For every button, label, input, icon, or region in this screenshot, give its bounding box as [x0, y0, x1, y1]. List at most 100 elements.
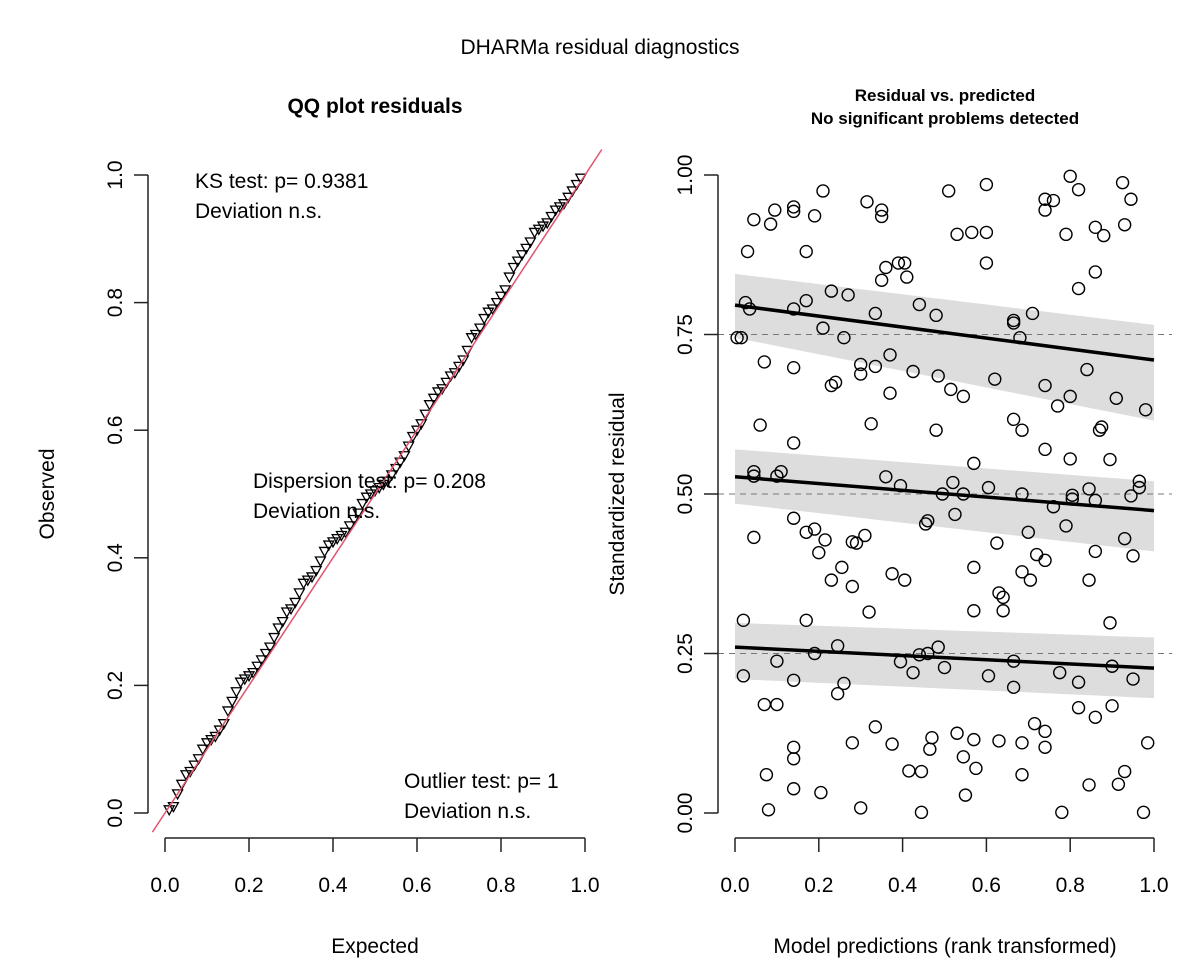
- residual-point: [818, 533, 832, 547]
- qq-x-tick-label: 0.0: [150, 874, 179, 897]
- residual-plot-title: Residual vs. predicted: [855, 86, 1035, 105]
- residual-point: [1046, 500, 1061, 514]
- qq-point: [268, 632, 281, 644]
- residual-point: [1015, 736, 1029, 750]
- qq-x-tick-label: 0.2: [234, 874, 263, 897]
- qq-point: [457, 355, 470, 367]
- residual-point: [981, 480, 996, 495]
- qq-point: [209, 731, 222, 743]
- qq-point: [406, 431, 419, 443]
- residual-point: [1015, 423, 1029, 437]
- qq-point: [385, 470, 398, 482]
- residual-point: [812, 545, 826, 560]
- qq-point: [326, 537, 340, 549]
- residual-point: [979, 225, 994, 240]
- residual-point: [845, 579, 860, 594]
- qq-point: [448, 368, 461, 380]
- qq-point: [318, 546, 331, 558]
- residual-point: [770, 654, 784, 668]
- qq-x-tick-label: 0.4: [318, 874, 348, 897]
- qq-point: [343, 521, 356, 533]
- residual-points-group: [730, 169, 1155, 820]
- qq-point: [545, 211, 558, 223]
- residual-point: [1027, 716, 1042, 731]
- qq-points-group: [163, 173, 587, 817]
- residual-point: [1038, 378, 1052, 393]
- residual-point: [1006, 412, 1021, 427]
- qq-point: [251, 661, 264, 673]
- residual-x-tick-label: 0.8: [1056, 874, 1085, 897]
- residual-point: [956, 389, 971, 404]
- residual-point: [1088, 544, 1103, 559]
- qq-point: [415, 419, 428, 431]
- residual-point: [1117, 531, 1132, 546]
- qq-point: [431, 387, 445, 399]
- residual-point: [879, 260, 893, 275]
- residual-point: [1105, 659, 1119, 673]
- residual-point: [786, 673, 801, 687]
- residual-point: [969, 761, 983, 776]
- qq-point: [490, 297, 503, 309]
- residual-point: [774, 464, 788, 479]
- qq-plot-panel: QQ plot residuals 0.00.20.40.60.81.00.0 0…: [36, 95, 603, 958]
- qq-x-tick-label: 0.8: [486, 874, 515, 897]
- residual-point: [1015, 565, 1029, 579]
- qq-y-tick-label: 0.6: [104, 416, 127, 445]
- residual-point: [841, 288, 855, 302]
- qq-point: [284, 604, 298, 616]
- residual-point: [988, 372, 1002, 386]
- residual-vs-predicted-panel: Residual vs. predicted No significant pr…: [606, 86, 1172, 958]
- residual-point: [730, 330, 744, 345]
- residual-point: [967, 456, 981, 471]
- qq-point: [280, 607, 293, 619]
- residual-point: [874, 273, 889, 287]
- residual-point: [921, 514, 935, 528]
- qq-point: [410, 425, 424, 437]
- qq-point: [536, 221, 550, 233]
- residual-point: [1013, 330, 1027, 345]
- residual-point: [1071, 675, 1086, 689]
- qq-point: [499, 285, 512, 297]
- outlier-test-annotation: Outlier test: p= 1: [404, 770, 559, 793]
- residual-point: [1015, 487, 1029, 501]
- residual-point: [807, 522, 822, 536]
- qq-point: [356, 498, 369, 510]
- residual-point: [914, 764, 929, 779]
- residual-point: [883, 348, 897, 362]
- residual-point: [868, 720, 883, 734]
- residual-point: [958, 788, 973, 802]
- residual-point: [1097, 228, 1111, 243]
- qq-point: [381, 476, 394, 488]
- residual-point: [1103, 452, 1117, 467]
- residual-point: [1117, 218, 1132, 232]
- residual-point: [874, 203, 889, 217]
- residual-point: [946, 475, 960, 490]
- residual-point: [786, 360, 801, 375]
- residual-point: [799, 293, 813, 308]
- residual-point: [1132, 474, 1147, 488]
- residual-point: [858, 528, 872, 543]
- qq-y-axis-label: Observed: [36, 448, 59, 539]
- residual-point: [1053, 665, 1067, 680]
- residual-point: [734, 330, 748, 345]
- residual-point: [1103, 616, 1117, 630]
- residual-point: [849, 536, 864, 550]
- qq-y-tick-label: 0.8: [104, 288, 127, 317]
- residual-point: [1038, 192, 1052, 206]
- residual-point: [854, 357, 868, 372]
- residual-point: [786, 740, 801, 754]
- residual-point: [891, 256, 906, 270]
- qq-point: [247, 667, 260, 679]
- residual-point: [1006, 654, 1021, 668]
- residual-point: [937, 660, 952, 675]
- qq-point: [389, 463, 403, 475]
- residual-point: [1105, 699, 1119, 713]
- residual-point: [874, 209, 889, 224]
- residual-point: [747, 469, 761, 483]
- residual-point: [799, 613, 813, 628]
- residual-point: [1117, 764, 1132, 779]
- residual-point: [1132, 480, 1147, 495]
- qq-point: [276, 616, 289, 628]
- ks-deviation-annotation: Deviation n.s.: [195, 200, 322, 223]
- residual-point: [967, 604, 981, 618]
